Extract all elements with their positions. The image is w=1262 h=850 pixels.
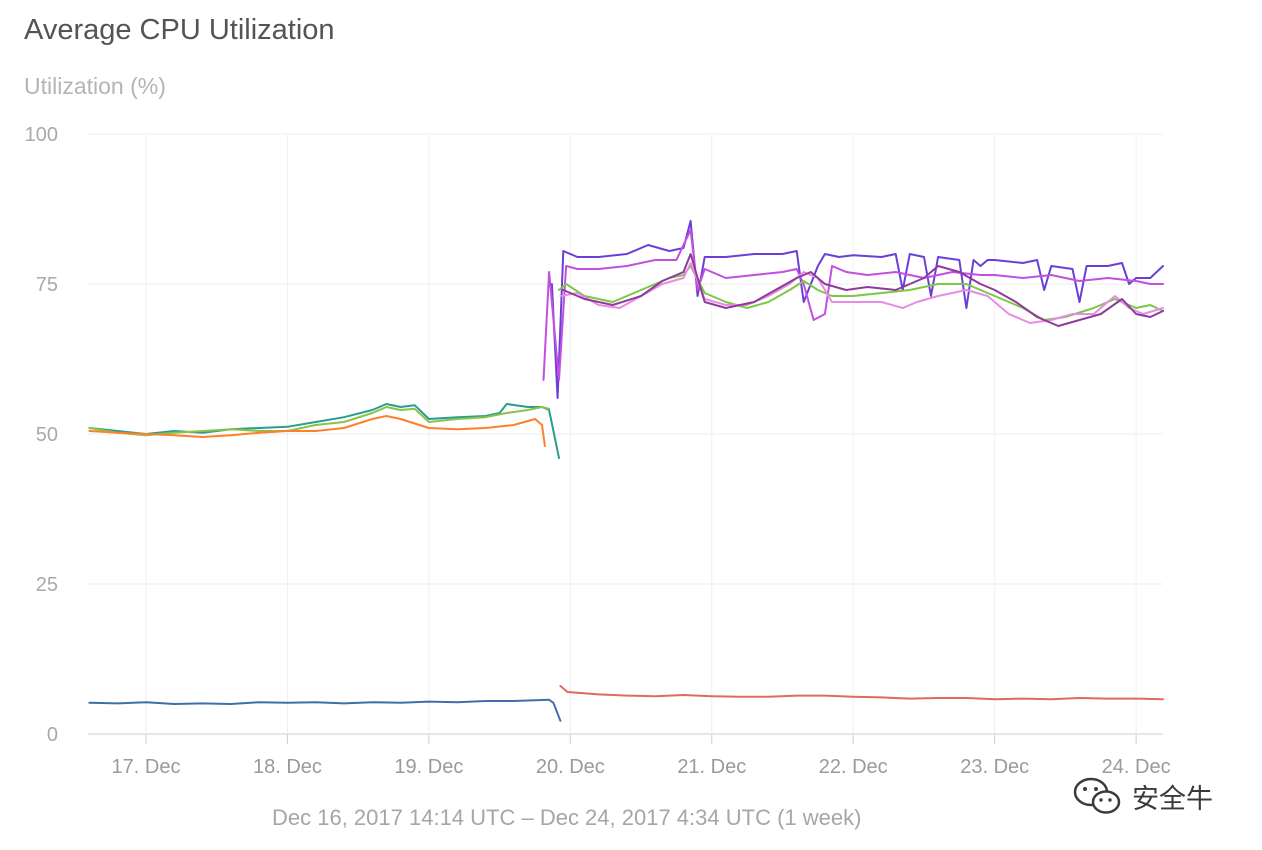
y-tick-label: 0 xyxy=(47,724,58,746)
series-line-6 xyxy=(550,220,1164,399)
series-lines xyxy=(88,220,1164,722)
series-line-7 xyxy=(542,229,1164,381)
grid-lines xyxy=(88,133,1163,744)
chart-title: Average CPU Utilization xyxy=(24,14,335,46)
x-tick-label: 20. Dec xyxy=(536,756,605,778)
watermark: 安全牛 xyxy=(1072,776,1213,816)
series-line-4 xyxy=(88,698,562,722)
watermark-text: 安全牛 xyxy=(1132,783,1213,815)
wechat-icon xyxy=(1073,777,1121,814)
series-line-9 xyxy=(559,262,1164,324)
x-tick-label: 24. Dec xyxy=(1102,756,1171,778)
x-tick-label: 19. Dec xyxy=(394,756,463,778)
y-tick-label: 100 xyxy=(25,124,58,146)
x-tick-label: 21. Dec xyxy=(677,756,746,778)
date-range-label: Dec 16, 2017 14:14 UTC – Dec 24, 2017 4:… xyxy=(272,805,862,830)
x-axis-ticks: 17. Dec 18. Dec 19. Dec 20. Dec 21. Dec 22. D… xyxy=(112,756,1171,778)
x-tick-label: 17. Dec xyxy=(112,756,181,778)
y-tick-label: 75 xyxy=(36,274,58,296)
y-axis-ticks: 100 75 50 25 0 xyxy=(25,124,58,746)
x-tick-label: 18. Dec xyxy=(253,756,322,778)
series-line-3 xyxy=(88,415,546,447)
x-tick-label: 23. Dec xyxy=(960,756,1029,778)
x-tick-label: 22. Dec xyxy=(819,756,888,778)
y-axis-label: Utilization (%) xyxy=(24,73,166,99)
series-line-10 xyxy=(562,253,1164,327)
series-line-2 xyxy=(88,406,551,437)
y-tick-label: 25 xyxy=(36,574,58,596)
series-line-5 xyxy=(559,685,1164,701)
y-tick-label: 50 xyxy=(36,424,58,446)
